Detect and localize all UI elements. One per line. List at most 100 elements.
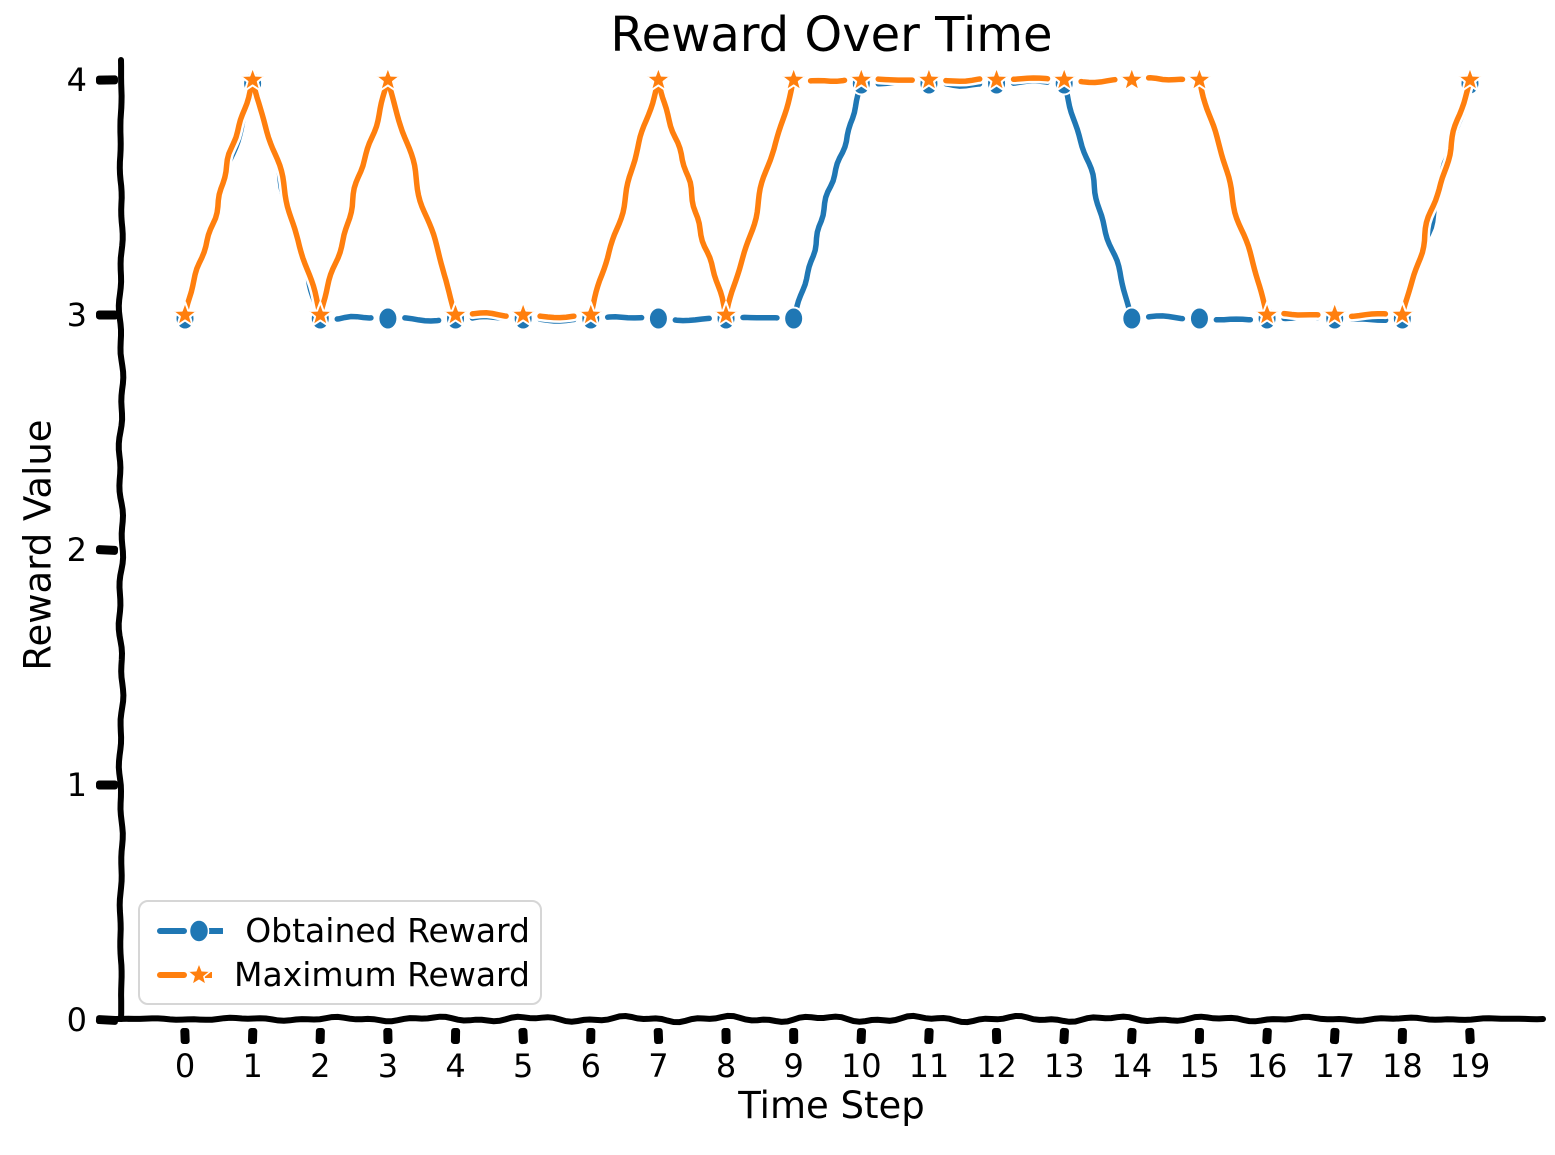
y-tick <box>95 1015 119 1025</box>
y-tick-label: 2 <box>67 531 87 569</box>
star-marker-icon <box>1118 66 1146 92</box>
circle-marker-icon <box>1188 306 1210 331</box>
x-tick <box>856 1027 867 1045</box>
maximum-reward-line <box>858 76 932 84</box>
obtained-reward-line <box>588 314 662 322</box>
x-tick-label: 5 <box>513 1047 533 1085</box>
x-tick <box>247 1027 258 1045</box>
legend-label-obtained: Obtained Reward <box>245 911 530 950</box>
x-tick-label: 6 <box>581 1047 601 1085</box>
legend-item-obtained-reward: Obtained Reward <box>156 911 530 950</box>
obtained-reward-line <box>1061 80 1135 322</box>
x-tick <box>315 1027 325 1045</box>
maximum-reward-line <box>1129 75 1203 83</box>
y-tick <box>95 75 119 85</box>
y-tick-label: 1 <box>67 766 87 804</box>
star-marker-icon <box>847 66 875 92</box>
star-marker-icon <box>442 301 469 327</box>
star-marker-icon <box>239 66 266 92</box>
x-tick <box>1397 1027 1407 1045</box>
star-marker-icon <box>645 66 672 92</box>
x-tick <box>1059 1027 1069 1045</box>
maximum-reward-line <box>452 310 526 320</box>
y-tick <box>95 545 119 555</box>
maximum-reward-swatch <box>157 961 212 985</box>
x-tick-label: 10 <box>841 1047 882 1085</box>
maximum-reward-line <box>790 76 865 85</box>
star-marker-icon <box>712 301 740 327</box>
maximum-reward-line <box>317 77 391 318</box>
maximum-reward-line <box>1061 76 1135 86</box>
x-tick-label: 3 <box>378 1047 398 1085</box>
obtained-reward-line <box>790 80 865 322</box>
circle-marker-icon <box>783 306 805 331</box>
obtained-reward-line <box>1196 315 1270 323</box>
x-axis-label: Time Step <box>738 1084 925 1127</box>
maximum-reward-line <box>588 77 662 318</box>
circle-marker-icon <box>1121 306 1143 331</box>
star-marker-icon <box>1321 301 1349 327</box>
circle-marker-icon <box>647 306 669 331</box>
star-marker-icon <box>171 301 199 327</box>
x-tick-label: 13 <box>1044 1047 1085 1085</box>
maximum-reward-line <box>1331 310 1406 320</box>
maximum-reward-line <box>1196 77 1270 318</box>
x-tick <box>1329 1027 1340 1045</box>
x-tick-label: 4 <box>445 1047 465 1085</box>
x-tick-label: 16 <box>1247 1047 1288 1085</box>
x-tick-label: 8 <box>716 1047 736 1085</box>
x-tick <box>586 1027 596 1045</box>
star-marker-icon <box>509 301 537 327</box>
obtained-reward-line <box>1129 313 1203 323</box>
star-marker-icon <box>1253 301 1281 327</box>
circle-marker-icon <box>377 306 399 331</box>
y-tick-label: 0 <box>67 1001 87 1039</box>
maximum-reward-line <box>655 77 729 318</box>
star-marker-icon <box>983 66 1010 92</box>
maximum-reward-line <box>1264 310 1338 319</box>
star-marker-icon <box>1389 301 1416 327</box>
y-tick <box>95 780 119 790</box>
star-marker-icon <box>915 66 943 92</box>
y-axis-spine <box>115 57 127 1022</box>
legend: Obtained Reward Maximum Reward <box>138 900 542 1005</box>
x-tick <box>1465 1027 1475 1045</box>
x-tick-label: 1 <box>242 1047 262 1085</box>
star-marker-icon <box>780 66 807 92</box>
x-tick <box>450 1027 461 1045</box>
x-tick <box>1127 1027 1137 1045</box>
star-marker-icon <box>1050 66 1078 92</box>
obtained-reward-line <box>385 314 459 324</box>
x-axis-spine <box>113 1012 1546 1026</box>
x-tick <box>721 1027 731 1045</box>
x-tick <box>518 1027 528 1045</box>
maximum-reward-line <box>249 77 324 318</box>
obtained-reward-line <box>723 314 797 322</box>
x-tick-label: 0 <box>175 1047 195 1085</box>
x-tick-label: 15 <box>1179 1047 1220 1085</box>
x-tick-label: 17 <box>1314 1047 1355 1085</box>
x-tick <box>383 1027 393 1045</box>
obtained-reward-line <box>655 315 729 324</box>
x-tick <box>789 1027 799 1045</box>
y-tick-label: 4 <box>67 61 87 99</box>
maximum-reward-line <box>520 312 594 321</box>
star-marker-icon <box>374 66 402 92</box>
maximum-reward-line <box>723 77 797 318</box>
obtained-reward-line <box>317 313 391 323</box>
maximum-reward-line <box>385 77 459 318</box>
x-tick <box>180 1027 190 1045</box>
x-tick <box>924 1027 934 1045</box>
circle-marker-icon <box>188 918 210 943</box>
star-marker-icon <box>577 301 605 327</box>
star-marker-icon <box>1456 66 1484 92</box>
chart-title: Reward Over Time <box>610 7 1053 63</box>
x-tick-label: 9 <box>783 1047 803 1085</box>
maximum-reward-line <box>182 77 256 318</box>
maximum-reward-line <box>1399 77 1473 318</box>
star-marker-icon <box>1186 66 1213 92</box>
maximum-reward-line <box>993 75 1067 83</box>
y-tick-label: 3 <box>67 296 87 334</box>
